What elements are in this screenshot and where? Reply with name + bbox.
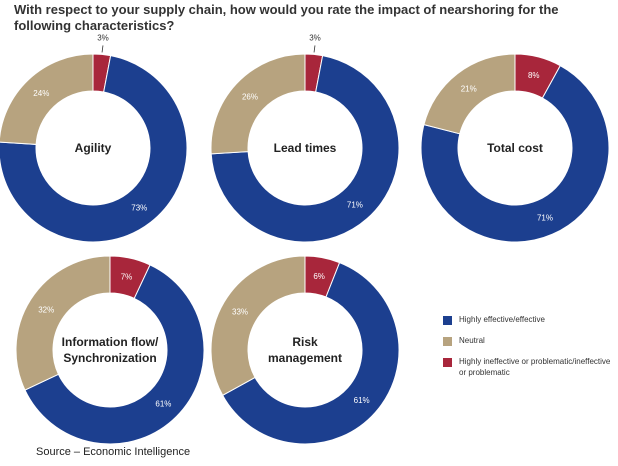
value-label-effective: 73% (131, 204, 147, 213)
donut-center-title: Synchronization (63, 351, 156, 365)
value-label-ineffective: 7% (121, 272, 133, 281)
segment-effective (0, 55, 188, 243)
legend-swatch-ineffective (443, 358, 452, 367)
value-label-ineffective: 3% (97, 33, 109, 42)
segment-effective (420, 64, 610, 243)
value-label-neutral: 24% (33, 89, 49, 98)
donut-center-title: Information flow/ (62, 335, 159, 349)
value-label-neutral: 33% (232, 308, 248, 317)
segment-effective (221, 261, 400, 445)
legend-swatch-neutral (443, 337, 452, 346)
source-note: Source – Economic Intelligence (36, 446, 191, 458)
donut-center-title: Lead times (274, 141, 337, 155)
donut-chart-5: 6% 61% 33% Risk management (210, 255, 400, 445)
value-label-ineffective: 6% (313, 272, 325, 281)
legend-label-neutral: Neutral (459, 336, 485, 345)
donut-center-title: Risk (292, 335, 318, 349)
segment-neutral (0, 53, 94, 145)
legend-swatch-effective (443, 316, 452, 325)
donut-chart-3: 8% 71% 21% Total cost (420, 53, 610, 243)
segment-neutral (423, 53, 516, 135)
legend-item-effective: Highly effective/effective (443, 314, 613, 325)
donut-chart-2: 3% 71% 26% Lead times (210, 33, 400, 243)
legend-label-ineffective: Highly ineffective or problematic/ineffe… (459, 357, 611, 377)
donut-chart-1: 3% 73% 24% Agility (0, 33, 188, 243)
value-label-ineffective: 3% (309, 33, 321, 42)
value-label-neutral: 26% (242, 92, 258, 101)
value-label-effective: 71% (347, 201, 363, 210)
value-label-effective: 61% (155, 399, 171, 408)
value-label-neutral: 32% (38, 306, 54, 315)
donut-center-title: Agility (75, 141, 112, 155)
value-label-neutral: 21% (461, 84, 477, 93)
segment-neutral (15, 255, 111, 391)
donut-center-title: management (268, 351, 342, 365)
legend-item-neutral: Neutral (443, 335, 613, 346)
segment-effective (24, 264, 205, 445)
segment-neutral (210, 53, 306, 155)
segment-neutral (210, 255, 306, 396)
value-label-effective: 61% (354, 396, 370, 405)
donut-center-title: Total cost (487, 141, 543, 155)
segment-effective (210, 55, 400, 243)
legend: Highly effective/effective Neutral Highl… (443, 314, 613, 388)
donut-chart-4: 7% 61% 32% Information flow/Synchronization (15, 255, 205, 445)
legend-label-effective: Highly effective/effective (459, 315, 545, 324)
leader-line (101, 45, 104, 53)
legend-item-ineffective: Highly ineffective or problematic/ineffe… (443, 356, 613, 378)
value-label-effective: 71% (537, 213, 553, 222)
value-label-ineffective: 8% (528, 71, 540, 80)
chart-title: With respect to your supply chain, how w… (14, 2, 559, 33)
leader-line (313, 45, 316, 53)
